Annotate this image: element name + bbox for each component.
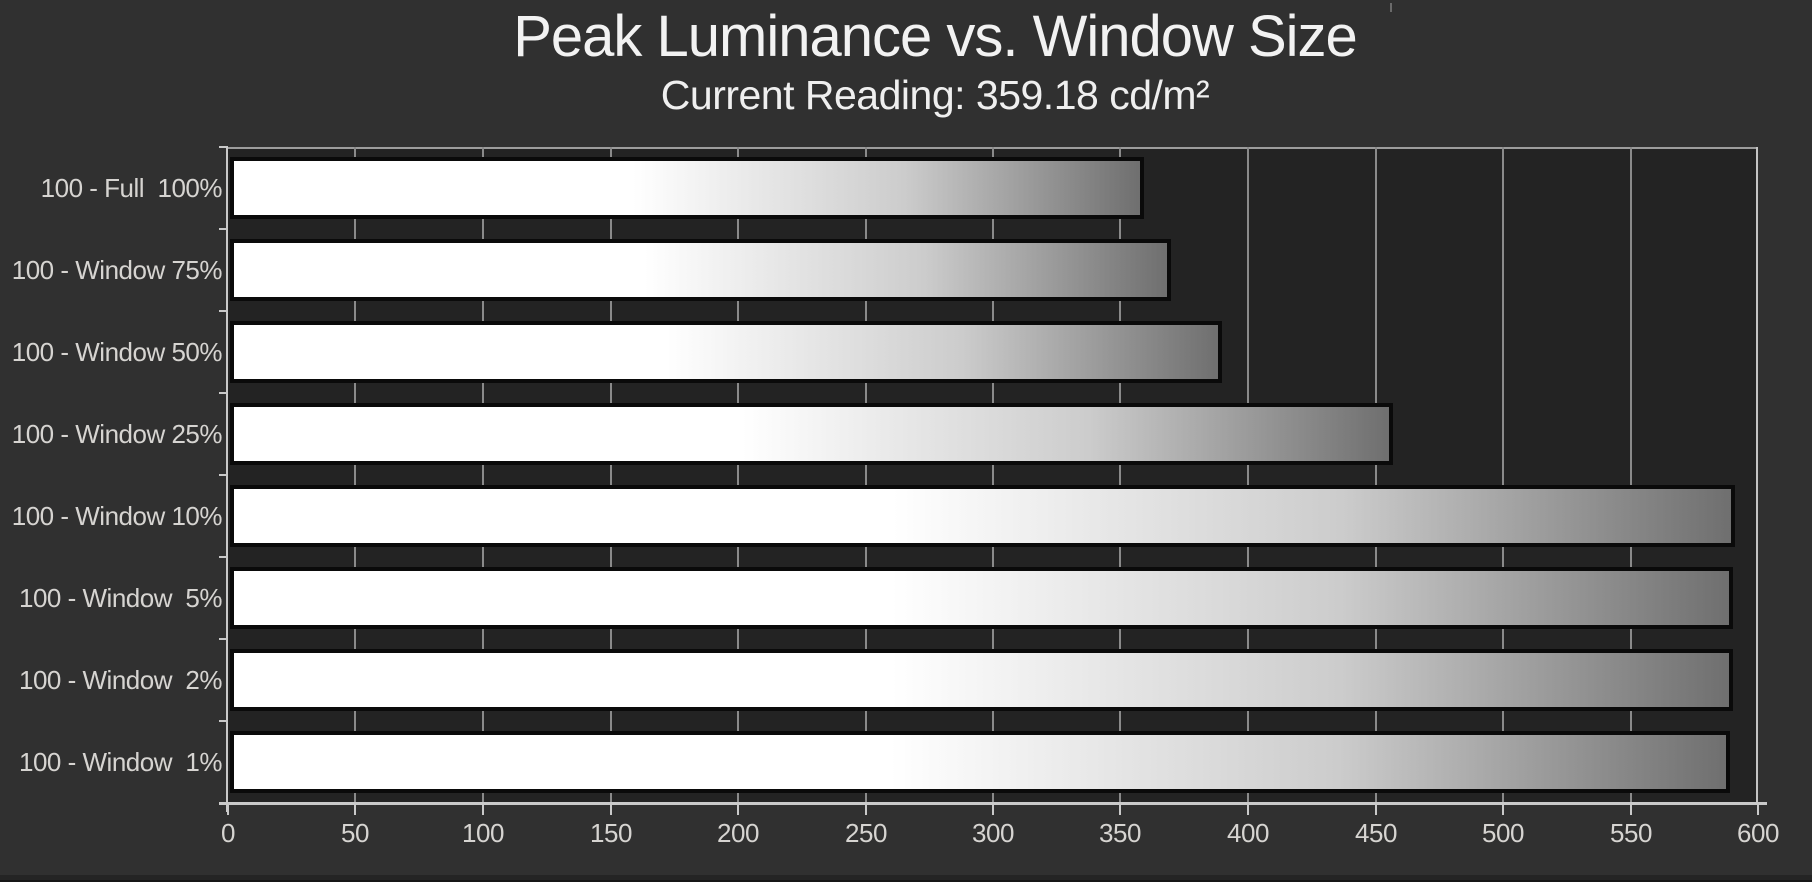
x-axis-tick bbox=[354, 805, 356, 815]
y-axis-label: 100 - Window 2% bbox=[19, 665, 222, 695]
chart-title: Peak Luminance vs. Window Size bbox=[513, 4, 1358, 69]
x-axis-tick bbox=[737, 805, 739, 815]
x-tick-label: 0 bbox=[221, 818, 235, 848]
y-axis-label: 100 - Window 5% bbox=[19, 583, 222, 613]
cursor-artifact bbox=[1390, 3, 1392, 12]
y-axis-tick bbox=[219, 146, 228, 148]
gridline-300 bbox=[992, 147, 994, 803]
x-axis-tick bbox=[1630, 805, 1632, 815]
x-tick-label: 100 bbox=[462, 818, 504, 848]
gridline-100 bbox=[482, 147, 484, 803]
plot-area bbox=[228, 147, 1758, 803]
x-tick-label: 350 bbox=[1099, 818, 1141, 848]
x-axis-tick bbox=[227, 805, 229, 815]
chart-header: Peak Luminance vs. Window Size Current R… bbox=[58, 4, 1812, 120]
y-axis-label: 100 - Window 50% bbox=[11, 337, 223, 367]
bar-100---window-75% bbox=[230, 239, 1171, 301]
x-axis-tick bbox=[610, 805, 612, 815]
x-axis-tick bbox=[1247, 805, 1249, 815]
gridline-600 bbox=[1756, 147, 1758, 803]
y-axis-tick bbox=[219, 310, 228, 312]
x-tick-label: 550 bbox=[1610, 818, 1652, 848]
bar-100---window-2% bbox=[230, 649, 1733, 711]
bar-100---window-25% bbox=[230, 403, 1393, 465]
x-tick-label: 250 bbox=[845, 818, 887, 848]
x-axis-line bbox=[219, 802, 1767, 805]
gridline-200 bbox=[737, 147, 739, 803]
chart-subtitle: Current Reading: 359.18 cd/m² bbox=[660, 72, 1210, 118]
gridline-400 bbox=[1247, 147, 1249, 803]
y-axis-label: 100 - Full 100% bbox=[40, 173, 223, 203]
y-axis-tick bbox=[219, 474, 228, 476]
gridline-550 bbox=[1630, 147, 1632, 803]
y-axis-tick bbox=[219, 392, 228, 394]
x-axis-tick bbox=[482, 805, 484, 815]
x-tick-label: 450 bbox=[1355, 818, 1397, 848]
x-axis-tick bbox=[865, 805, 867, 815]
y-axis-tick bbox=[219, 720, 228, 722]
x-tick-label: 200 bbox=[717, 818, 759, 848]
x-axis-tick bbox=[1502, 805, 1504, 815]
bar-100---full-100% bbox=[230, 157, 1144, 219]
bar-100---window-10% bbox=[230, 485, 1735, 547]
gridline-150 bbox=[610, 147, 612, 803]
y-axis-label: 100 - Window 1% bbox=[19, 747, 222, 777]
x-axis-tick bbox=[1757, 805, 1759, 815]
bar-100---window-1% bbox=[230, 731, 1730, 793]
x-tick-label: 400 bbox=[1227, 818, 1269, 848]
bar-100---window-5% bbox=[230, 567, 1733, 629]
bottom-strip bbox=[0, 875, 1812, 880]
y-axis-label: 100 - Window 75% bbox=[11, 255, 223, 285]
x-tick-label: 600 bbox=[1737, 818, 1779, 848]
y-axis-tick bbox=[219, 228, 228, 230]
y-axis-tick bbox=[219, 638, 228, 640]
y-axis-label: 100 - Window 25% bbox=[11, 419, 223, 449]
gridline-50 bbox=[354, 147, 356, 803]
y-axis-tick bbox=[219, 802, 228, 804]
y-axis-line bbox=[226, 147, 228, 812]
gridline-250 bbox=[865, 147, 867, 803]
gridline-500 bbox=[1502, 147, 1504, 803]
gridline-450 bbox=[1375, 147, 1377, 803]
x-axis-tick bbox=[992, 805, 994, 815]
x-tick-label: 150 bbox=[590, 818, 632, 848]
gridline-350 bbox=[1119, 147, 1121, 803]
y-axis-tick bbox=[219, 556, 228, 558]
x-tick-label: 50 bbox=[341, 818, 369, 848]
x-axis-tick bbox=[1119, 805, 1121, 815]
bar-100---window-50% bbox=[230, 321, 1222, 383]
y-axis-label: 100 - Window 10% bbox=[11, 501, 223, 531]
x-tick-label: 500 bbox=[1482, 818, 1524, 848]
x-axis-tick bbox=[1375, 805, 1377, 815]
x-tick-label: 300 bbox=[972, 818, 1014, 848]
window-bottom-edge bbox=[0, 880, 1812, 882]
